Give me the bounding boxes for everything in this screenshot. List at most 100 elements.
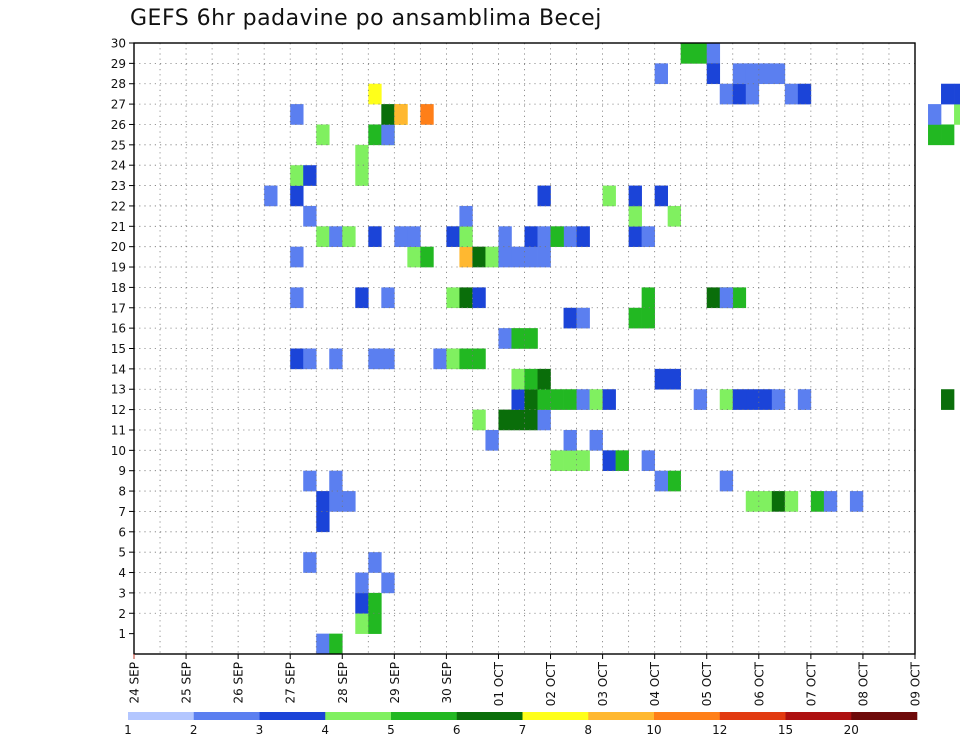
heatmap-cell: [654, 185, 668, 207]
heatmap-cell: [381, 124, 395, 146]
heatmap-cell: [290, 165, 304, 186]
legend-swatch: [588, 712, 655, 720]
y-tick-label: 2: [118, 607, 126, 621]
heatmap-cell: [446, 226, 460, 247]
heatmap-cell: [446, 287, 460, 309]
heatmap-cell: [797, 389, 812, 410]
y-tick-label: 17: [111, 301, 126, 315]
heatmap-cell: [537, 226, 551, 247]
heatmap-cell: [928, 124, 942, 146]
heatmap-cell: [355, 592, 369, 614]
heatmap-cell: [446, 348, 460, 370]
heatmap-cell: [628, 226, 642, 247]
y-tick-label: 10: [111, 444, 126, 458]
x-tick-label: 09 OCT: [909, 661, 923, 706]
heatmap-cell: [329, 348, 343, 370]
heatmap-cell: [706, 287, 721, 309]
heatmap-cell: [537, 409, 551, 431]
heatmap-cell: [823, 491, 838, 512]
x-tick-label: 04 OCT: [648, 661, 662, 706]
heatmap-cell: [745, 389, 760, 410]
heatmap-cell: [732, 287, 747, 309]
heatmap-cell: [368, 226, 382, 247]
heatmap-cell: [524, 226, 538, 247]
y-tick-label: 22: [111, 199, 126, 213]
heatmap-cell: [316, 511, 330, 533]
heatmap-cell: [368, 592, 382, 614]
heatmap-cell: [745, 83, 760, 105]
x-tick-label: 05 OCT: [700, 661, 714, 706]
heatmap-cell: [524, 368, 538, 390]
heatmap-cell: [758, 491, 773, 512]
heatmap-cell: [420, 246, 434, 268]
heatmap-cell: [329, 633, 343, 655]
color-legend: 1 2 3 4 5 6 7 8 10 12 15 20: [124, 712, 918, 737]
y-tick-label: 4: [118, 566, 126, 580]
heatmap-cell: [784, 83, 799, 105]
x-tick-label: 06 OCT: [752, 661, 766, 706]
heatmap-cell: [264, 185, 278, 207]
heatmap-cell: [745, 63, 760, 85]
heatmap-cell: [290, 348, 304, 370]
y-tick-label: 19: [111, 261, 126, 275]
y-tick-label: 12: [111, 403, 126, 417]
heatmap-cell: [407, 246, 421, 268]
heatmap-cell: [758, 63, 773, 85]
legend-swatch: [785, 712, 852, 720]
x-axis-ticks: 24 SEP 25 SEP 26 SEP 27 SEP 28 SEP 29 SEP 30 S…: [128, 654, 923, 706]
heatmap-cell: [563, 389, 577, 410]
heatmap-cell: [498, 328, 512, 349]
legend-label: 12: [712, 723, 727, 737]
heatmap-cell: [628, 205, 642, 227]
heatmap-cell: [745, 491, 760, 512]
heatmap-cell: [628, 185, 642, 207]
heatmap-cell: [459, 226, 473, 247]
heatmap-cell: [381, 104, 395, 125]
heatmap-cell: [732, 83, 747, 105]
heatmap-cell: [628, 307, 642, 329]
heatmap-cell: [954, 83, 960, 105]
heatmap-cell: [355, 165, 369, 186]
heatmap-cell: [550, 389, 564, 410]
legend-label: 1: [124, 723, 132, 737]
heatmap-cell: [576, 450, 590, 471]
heatmap-cell: [394, 226, 408, 247]
heatmap-cell: [563, 226, 577, 247]
legend-label: 7: [519, 723, 527, 737]
heatmap-cell: [472, 409, 486, 431]
x-tick-label: 25 SEP: [180, 662, 194, 704]
heatmap-cell: [732, 63, 747, 85]
legend-swatch: [456, 712, 523, 720]
heatmap-cell: [667, 368, 681, 390]
heatmap-cell: [732, 389, 747, 410]
heatmap-cell: [342, 226, 356, 247]
heatmap-cell: [316, 491, 330, 512]
legend-swatch: [719, 712, 786, 720]
legend-swatch: [325, 712, 392, 720]
heatmap-cell: [524, 328, 538, 349]
legend-swatch: [522, 712, 589, 720]
heatmap-cell: [641, 287, 655, 309]
heatmap-cell: [355, 572, 369, 594]
legend-label: 4: [321, 723, 329, 737]
heatmap-cell: [485, 246, 499, 268]
legend-label: 2: [190, 723, 198, 737]
y-tick-label: 25: [111, 138, 126, 152]
heatmap-cell: [511, 246, 525, 268]
heatmap-cell: [498, 409, 512, 431]
heatmap-cell: [537, 185, 551, 207]
grid-lines: [134, 42, 915, 654]
legend-swatch: [851, 712, 918, 720]
heatmap-cell: [537, 246, 551, 268]
heatmap-cell: [394, 104, 408, 125]
heatmap-cell: [537, 389, 551, 410]
heatmap-cell: [511, 328, 525, 349]
heatmap-cell: [719, 470, 734, 492]
heatmap-cell: [368, 552, 382, 573]
heatmap-cell: [342, 491, 356, 512]
heatmap-cell: [472, 287, 486, 309]
x-tick-label: 30 SEP: [440, 662, 454, 704]
y-tick-label: 23: [111, 179, 126, 193]
heatmap-cell: [602, 450, 616, 471]
